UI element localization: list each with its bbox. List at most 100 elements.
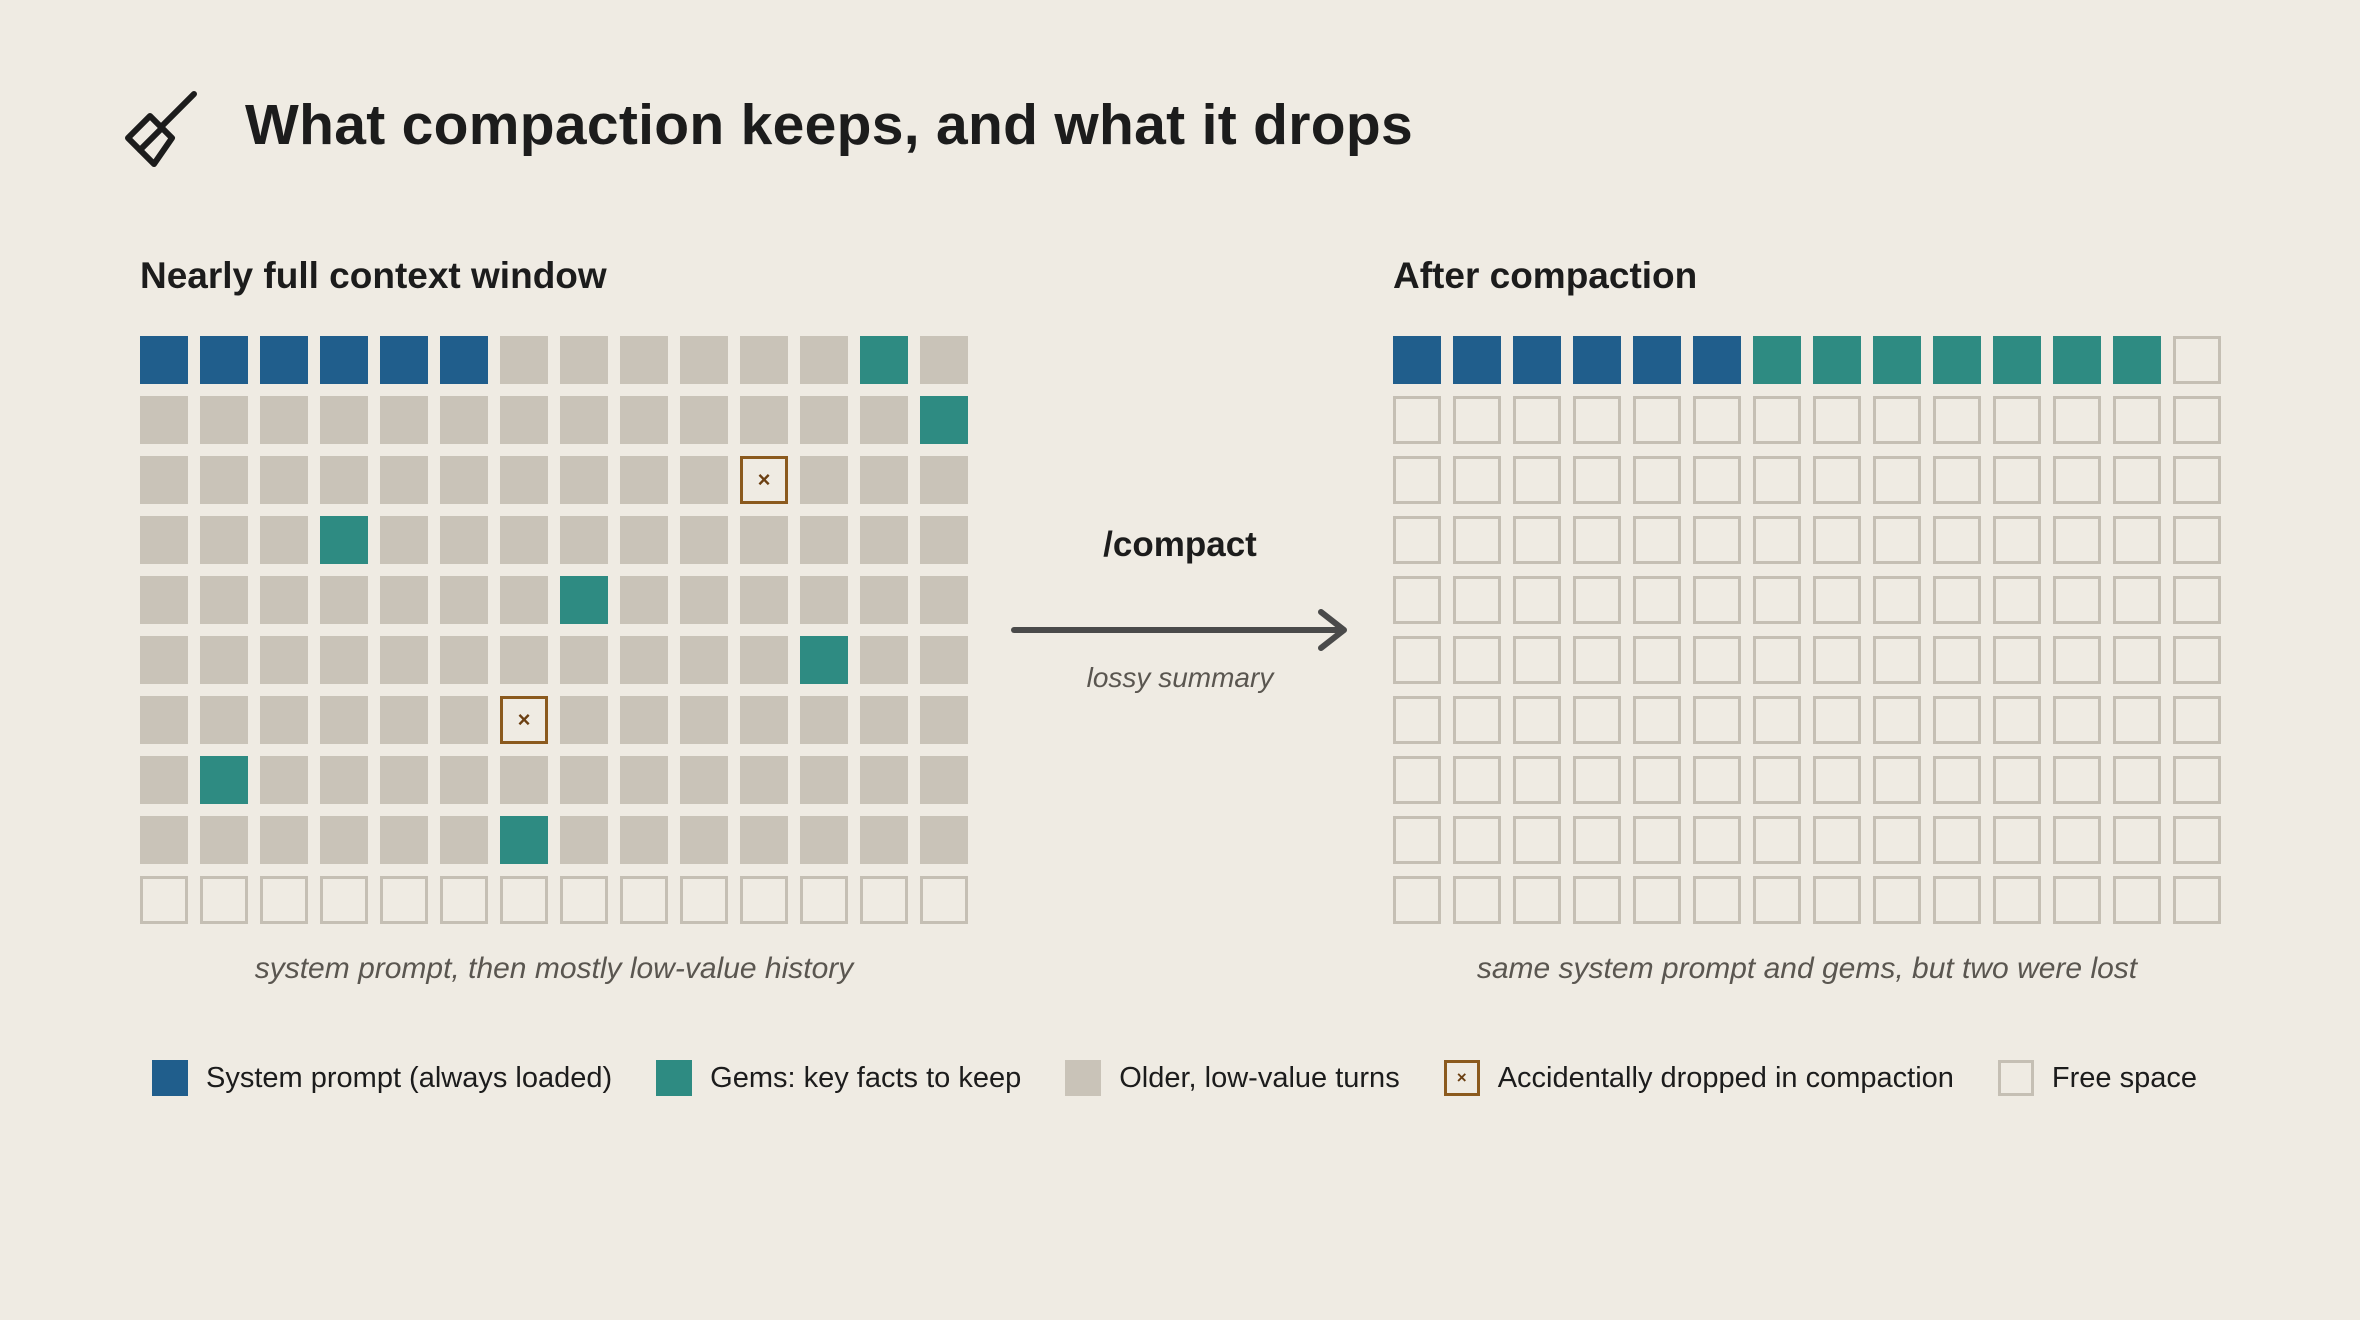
free-cell xyxy=(1753,516,1801,564)
free-cell xyxy=(1693,756,1741,804)
free-cell xyxy=(1513,456,1561,504)
legend-label: Gems: key facts to keep xyxy=(710,1061,1022,1094)
free-cell xyxy=(2113,636,2161,684)
free-cell xyxy=(1933,576,1981,624)
old-cell xyxy=(680,756,728,804)
context-window-grid-after xyxy=(1393,336,2221,924)
old-cell xyxy=(920,456,968,504)
old-cell xyxy=(200,576,248,624)
free-cell xyxy=(1633,876,1681,924)
old-cell xyxy=(740,336,788,384)
gem-cell xyxy=(800,636,848,684)
free-cell xyxy=(1693,696,1741,744)
legend-label: Older, low-value turns xyxy=(1119,1061,1400,1094)
old-cell xyxy=(440,816,488,864)
free-cell xyxy=(1933,816,1981,864)
old-cell xyxy=(620,456,668,504)
free-cell xyxy=(1573,816,1621,864)
context-window-grid-before: × × xyxy=(140,336,968,924)
free-cell xyxy=(2053,696,2101,744)
old-cell xyxy=(740,696,788,744)
free-cell xyxy=(1633,456,1681,504)
gem-cell xyxy=(1813,336,1861,384)
free-cell xyxy=(2113,816,2161,864)
old-cell xyxy=(680,816,728,864)
left-panel-title: Nearly full context window xyxy=(140,255,607,296)
free-cell xyxy=(1393,696,1441,744)
old-cell xyxy=(800,696,848,744)
system-cell xyxy=(1633,336,1681,384)
free-cell xyxy=(1453,756,1501,804)
gem-cell xyxy=(1753,336,1801,384)
system-cell xyxy=(1513,336,1561,384)
old-cell xyxy=(500,336,548,384)
free-cell xyxy=(1993,816,2041,864)
old-cell xyxy=(140,516,188,564)
old-cell xyxy=(620,396,668,444)
old-cell xyxy=(560,336,608,384)
free-cell xyxy=(1693,456,1741,504)
gem-cell xyxy=(560,576,608,624)
legend-item-old: Older, low-value turns xyxy=(1065,1060,1400,1096)
free-cell xyxy=(560,876,608,924)
free-cell xyxy=(1813,396,1861,444)
old-cell xyxy=(560,816,608,864)
free-cell xyxy=(1753,816,1801,864)
free-cell xyxy=(1753,636,1801,684)
free-cell xyxy=(1933,516,1981,564)
free-cell xyxy=(1873,756,1921,804)
free-cell xyxy=(1513,636,1561,684)
legend-item-system: System prompt (always loaded) xyxy=(152,1060,612,1096)
free-cell xyxy=(920,876,968,924)
free-cell xyxy=(1753,696,1801,744)
old-cell xyxy=(500,456,548,504)
free-cell xyxy=(1573,636,1621,684)
old-cell xyxy=(680,576,728,624)
old-cell xyxy=(800,396,848,444)
old-cell xyxy=(320,636,368,684)
old-cell xyxy=(200,696,248,744)
free-cell xyxy=(860,876,908,924)
free-cell xyxy=(620,876,668,924)
free-cell xyxy=(1453,816,1501,864)
system-cell xyxy=(380,336,428,384)
free-cell xyxy=(2173,636,2221,684)
free-cell xyxy=(1393,516,1441,564)
old-cell xyxy=(380,576,428,624)
old-cell xyxy=(920,696,968,744)
free-cell xyxy=(1753,576,1801,624)
old-cell xyxy=(800,756,848,804)
page-title: What compaction keeps, and what it drops xyxy=(245,93,1413,157)
old-cell xyxy=(320,396,368,444)
old-cell xyxy=(320,756,368,804)
old-cell xyxy=(500,576,548,624)
free-cell xyxy=(2113,756,2161,804)
old-cell xyxy=(200,396,248,444)
free-cell xyxy=(2053,876,2101,924)
free-cell xyxy=(1513,876,1561,924)
old-cell xyxy=(800,516,848,564)
old-cell xyxy=(260,396,308,444)
legend-item-dropped: × Accidentally dropped in compaction xyxy=(1443,1060,1954,1096)
free-cell xyxy=(1993,696,2041,744)
free-cell xyxy=(1453,516,1501,564)
free-cell xyxy=(800,876,848,924)
old-cell xyxy=(320,696,368,744)
old-cell xyxy=(380,816,428,864)
old-cell xyxy=(320,816,368,864)
old-cell xyxy=(860,456,908,504)
legend-swatch-old xyxy=(1065,1060,1102,1096)
dropped-cell: × xyxy=(500,696,548,744)
old-cell xyxy=(920,636,968,684)
free-cell xyxy=(1513,576,1561,624)
free-cell xyxy=(1573,396,1621,444)
free-cell xyxy=(1633,816,1681,864)
old-cell xyxy=(140,696,188,744)
old-cell xyxy=(860,696,908,744)
old-cell xyxy=(380,396,428,444)
free-cell xyxy=(1633,396,1681,444)
free-cell xyxy=(1933,696,1981,744)
free-cell xyxy=(1993,456,2041,504)
old-cell xyxy=(740,636,788,684)
old-cell xyxy=(740,576,788,624)
